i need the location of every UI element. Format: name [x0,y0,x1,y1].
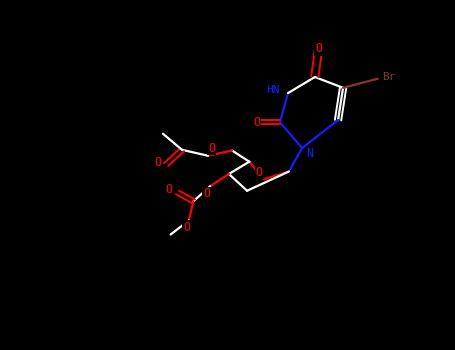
Text: Br: Br [382,72,396,82]
Text: O: O [154,156,162,169]
Text: O: O [183,221,190,234]
Text: O: O [166,183,173,196]
Text: N: N [307,147,314,160]
Text: O: O [315,42,322,56]
Text: HN: HN [267,85,280,95]
Text: O: O [208,141,215,155]
Text: O: O [253,116,261,129]
Text: O: O [256,166,263,179]
Text: O: O [203,187,210,201]
